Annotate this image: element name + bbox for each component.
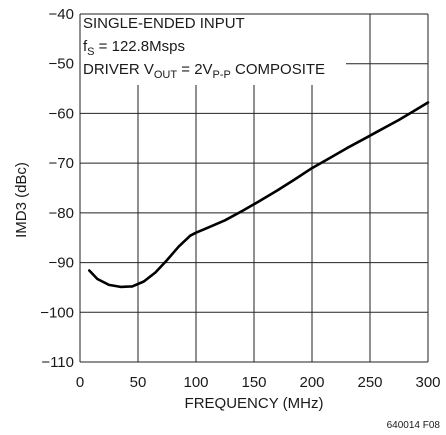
x-tick-label: 0	[76, 374, 84, 391]
x-tick-label: 300	[415, 374, 440, 391]
y-tick-label: −70	[49, 155, 74, 172]
y-tick-label: −110	[41, 354, 74, 371]
x-tick-label: 50	[130, 374, 147, 391]
y-tick-label: −90	[49, 255, 74, 272]
series-group	[88, 101, 430, 289]
x-tick-label: 100	[183, 374, 208, 391]
annotation-input-type: SINGLE-ENDED INPUT	[83, 15, 245, 32]
x-tick-label: 250	[357, 374, 382, 391]
x-axis-title: FREQUENCY (MHz)	[185, 395, 324, 412]
y-axis-title: IMD3 (dBc)	[13, 162, 30, 238]
y-tick-label: −40	[49, 6, 74, 23]
annotation-sample-rate: fS = 122.8Msps	[83, 38, 185, 58]
annotation-background	[80, 14, 346, 85]
series-line	[88, 101, 430, 289]
tick-labels: 0 50 100 150 200 250 300 −40 −50 −60 −70 −80 −90 −100…	[40, 6, 440, 391]
y-tick-label: −60	[49, 105, 74, 122]
grid-lines	[79, 13, 429, 363]
figure-code: 640014 F08	[387, 420, 441, 431]
x-tick-label: 150	[241, 374, 266, 391]
x-tick-label: 200	[299, 374, 324, 391]
y-tick-label: −80	[49, 205, 74, 222]
y-tick-label: −100	[40, 304, 74, 321]
y-tick-label: −50	[49, 56, 74, 73]
annotation-driver-output: DRIVER VOUT = 2VP-P COMPOSITE	[83, 61, 325, 81]
